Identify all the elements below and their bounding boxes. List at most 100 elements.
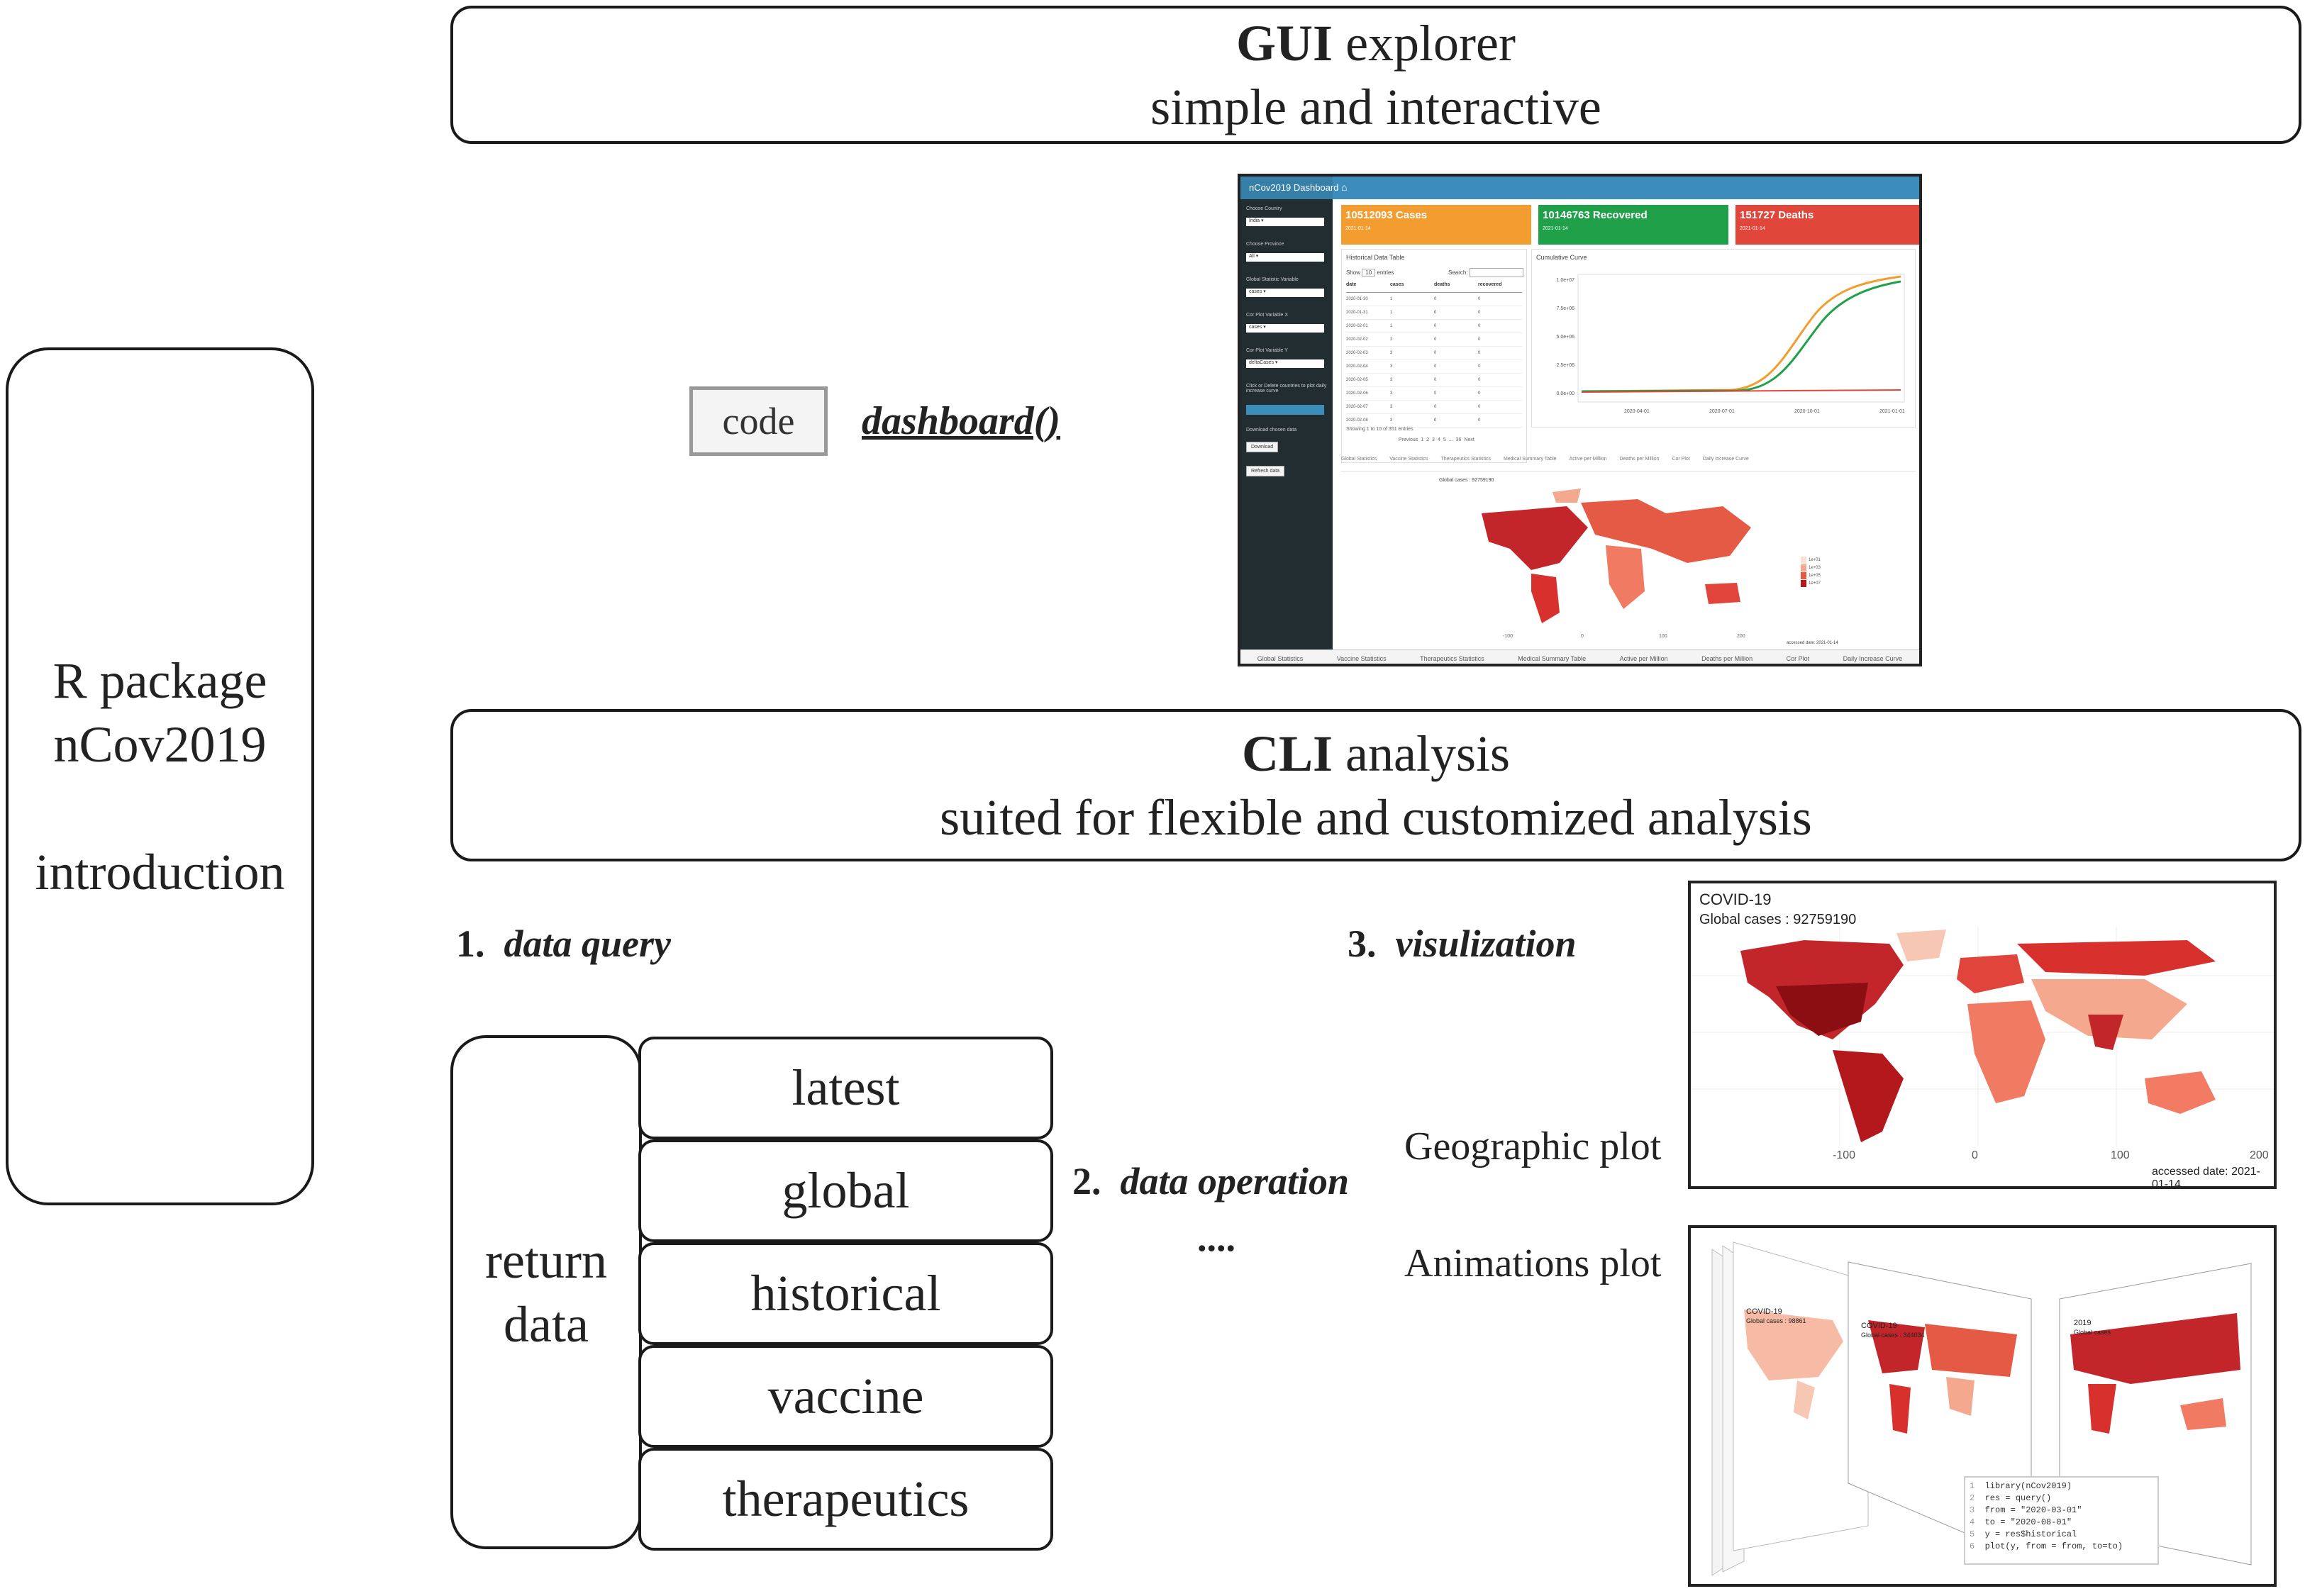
animations-plot-label: Animations plot (1404, 1241, 1662, 1285)
dash-home-icon[interactable]: ⌂ (1341, 182, 1348, 193)
stat-card-title: 10146763 Recovered (1543, 209, 1648, 221)
table-cell: 2020-01-31 (1346, 311, 1368, 315)
page-link[interactable]: 5 (1443, 437, 1446, 442)
sidebar-button[interactable]: Download (1246, 442, 1279, 452)
dash-header-logo (1240, 177, 1333, 199)
table-search-input[interactable] (1470, 268, 1523, 277)
curve-x-tick: 2020-07-01 (1709, 409, 1735, 414)
dash-header-title: nCov2019 Dashboard (1249, 182, 1339, 193)
table-cell: 2020-02-05 (1346, 378, 1368, 382)
legend-swatch (1801, 571, 1806, 579)
sidebar-button[interactable]: Refresh data (1246, 466, 1285, 476)
code-line: 5 y = res$historical (1970, 1529, 2153, 1541)
page-link[interactable]: 4 (1437, 437, 1440, 442)
dash-tab[interactable]: Global Statistics (1341, 457, 1377, 462)
code-line: 2 res = query() (1970, 1492, 2153, 1505)
anim-frame3-title: 2019 (2074, 1319, 2092, 1327)
package-line-3: introduction (35, 844, 285, 900)
table-cell: 0 (1478, 337, 1481, 342)
cli-title: CLI analysis (1242, 722, 1510, 786)
legend-item: 1e+03 (1801, 564, 1821, 571)
dash-tab[interactable]: Therapeutics Statistics (1440, 457, 1491, 462)
dash-bottom-tab[interactable]: Medical Summary Table (1518, 655, 1587, 662)
table-cell: 2 (1390, 337, 1393, 342)
sidebar-select[interactable]: India ▾ (1246, 218, 1324, 226)
dash-bottom-tab[interactable]: Global Statistics (1257, 655, 1304, 662)
anim-frame2-sub: Global cases : 344034 (1861, 1332, 1925, 1339)
cli-subtitle: suited for flexible and customized analy… (940, 788, 1812, 846)
return-data-line-2: data (504, 1295, 589, 1353)
step-3-label: visulization (1395, 922, 1577, 965)
table-row: 2020-02-06 3 0 0 (1346, 387, 1522, 401)
table-row: 2020-02-05 3 0 0 (1346, 374, 1522, 387)
table-header-cell[interactable]: cases (1390, 282, 1404, 287)
table-cell: 0 (1434, 311, 1437, 315)
curve-title: Cumulative Curve (1536, 254, 1587, 261)
table-cell: 2020-01-30 (1346, 297, 1368, 301)
table-cell: 0 (1434, 337, 1437, 342)
anim-frame2-title: COVID-19 (1861, 1322, 1897, 1330)
page-link[interactable]: 2 (1426, 437, 1430, 442)
india (2088, 1015, 2123, 1050)
legend-item: 1e+01 (1801, 556, 1821, 564)
code-line-number: 5 (1970, 1529, 1985, 1539)
table-cell: 0 (1478, 311, 1481, 315)
step-2-num: 2. (1072, 1160, 1101, 1202)
stat-card: 151727 Deaths 2021-01-14 (1735, 205, 1919, 245)
query-item-latest[interactable]: latest (638, 1037, 1053, 1139)
dash-tab[interactable]: Cor Plot (1672, 457, 1690, 462)
code-button[interactable]: code (689, 386, 828, 456)
sidebar-label: Global Statistic Variable (1246, 277, 1299, 282)
dash-bottom-tab[interactable]: Cor Plot (1786, 655, 1810, 662)
code-line-number: 2 (1970, 1493, 1985, 1503)
table-cell: 2020-02-07 (1346, 405, 1368, 409)
step-1-label: data query (504, 922, 672, 965)
table-show: Show 10 entries (1346, 269, 1394, 277)
table-cell: 2020-02-04 (1346, 364, 1368, 369)
dash-tab[interactable]: Medical Summary Table (1503, 457, 1557, 462)
return-data-box: return data (450, 1035, 642, 1549)
page-link[interactable]: 1 (1421, 437, 1424, 442)
page-link[interactable]: 36 (1455, 437, 1462, 442)
dash-bottom-tab[interactable]: Daily Increase Curve (1843, 655, 1903, 662)
query-item-global[interactable]: global (638, 1139, 1053, 1242)
dash-tab[interactable]: Daily Increase Curve (1702, 457, 1749, 462)
stat-card: 10146763 Recovered 2021-01-14 (1538, 205, 1728, 245)
sidebar-select[interactable]: deltaCases ▾ (1246, 359, 1324, 368)
page-link[interactable]: Next (1464, 437, 1474, 442)
return-data-line-1: return (485, 1232, 607, 1289)
table-header-cell[interactable]: recovered (1478, 282, 1502, 287)
gui-box: GUI explorer simple and interactive (450, 6, 2301, 144)
query-item-historical[interactable]: historical (638, 1242, 1053, 1345)
dash-tab[interactable]: Active per Million (1569, 457, 1607, 462)
dash-tab[interactable]: Deaths per Million (1619, 457, 1660, 462)
sidebar-select[interactable]: cases ▾ (1246, 324, 1324, 333)
step-3: 3. visulization (1348, 922, 1577, 966)
dash-world-map (1482, 489, 1751, 623)
geo-x-tick: 200 (2250, 1149, 2269, 1161)
table-show-select[interactable]: 10 (1362, 269, 1376, 277)
dash-bottom-tab[interactable]: Vaccine Statistics (1336, 655, 1387, 662)
gui-title-rest: explorer (1333, 14, 1516, 72)
page-link[interactable]: 3 (1432, 437, 1435, 442)
step-3-num: 3. (1348, 922, 1377, 965)
page-link[interactable]: ... (1448, 437, 1453, 442)
legend-label: 1e+01 (1809, 557, 1821, 562)
table-header-cell[interactable]: date (1346, 282, 1357, 287)
dash-bottom-tab[interactable]: Active per Million (1619, 655, 1668, 662)
curve-y-tick: 5.0e+06 (1557, 335, 1575, 340)
curve-panel: Cumulative Curve 1.0e+07 7.5e+06 5.0e+06 2.… (1531, 249, 1916, 428)
sidebar-select[interactable]: cases ▾ (1246, 289, 1324, 297)
dash-bottom-tab[interactable]: Therapeutics Statistics (1420, 655, 1484, 662)
sidebar-select[interactable]: All ▾ (1246, 253, 1324, 262)
dash-bottom-tab[interactable]: Deaths per Million (1701, 655, 1753, 662)
dash-tab[interactable]: Vaccine Statistics (1389, 457, 1428, 462)
page-link[interactable]: Previous (1399, 437, 1418, 442)
query-item-therapeutics[interactable]: therapeutics (638, 1448, 1053, 1551)
query-item-vaccine[interactable]: vaccine (638, 1345, 1053, 1448)
table-header-cell[interactable]: deaths (1434, 282, 1450, 287)
table-cell: 0 (1478, 405, 1481, 409)
country-chips[interactable] (1246, 405, 1324, 415)
frame3-map (2070, 1313, 2240, 1384)
stat-card-title: 10512093 Cases (1345, 209, 1428, 221)
